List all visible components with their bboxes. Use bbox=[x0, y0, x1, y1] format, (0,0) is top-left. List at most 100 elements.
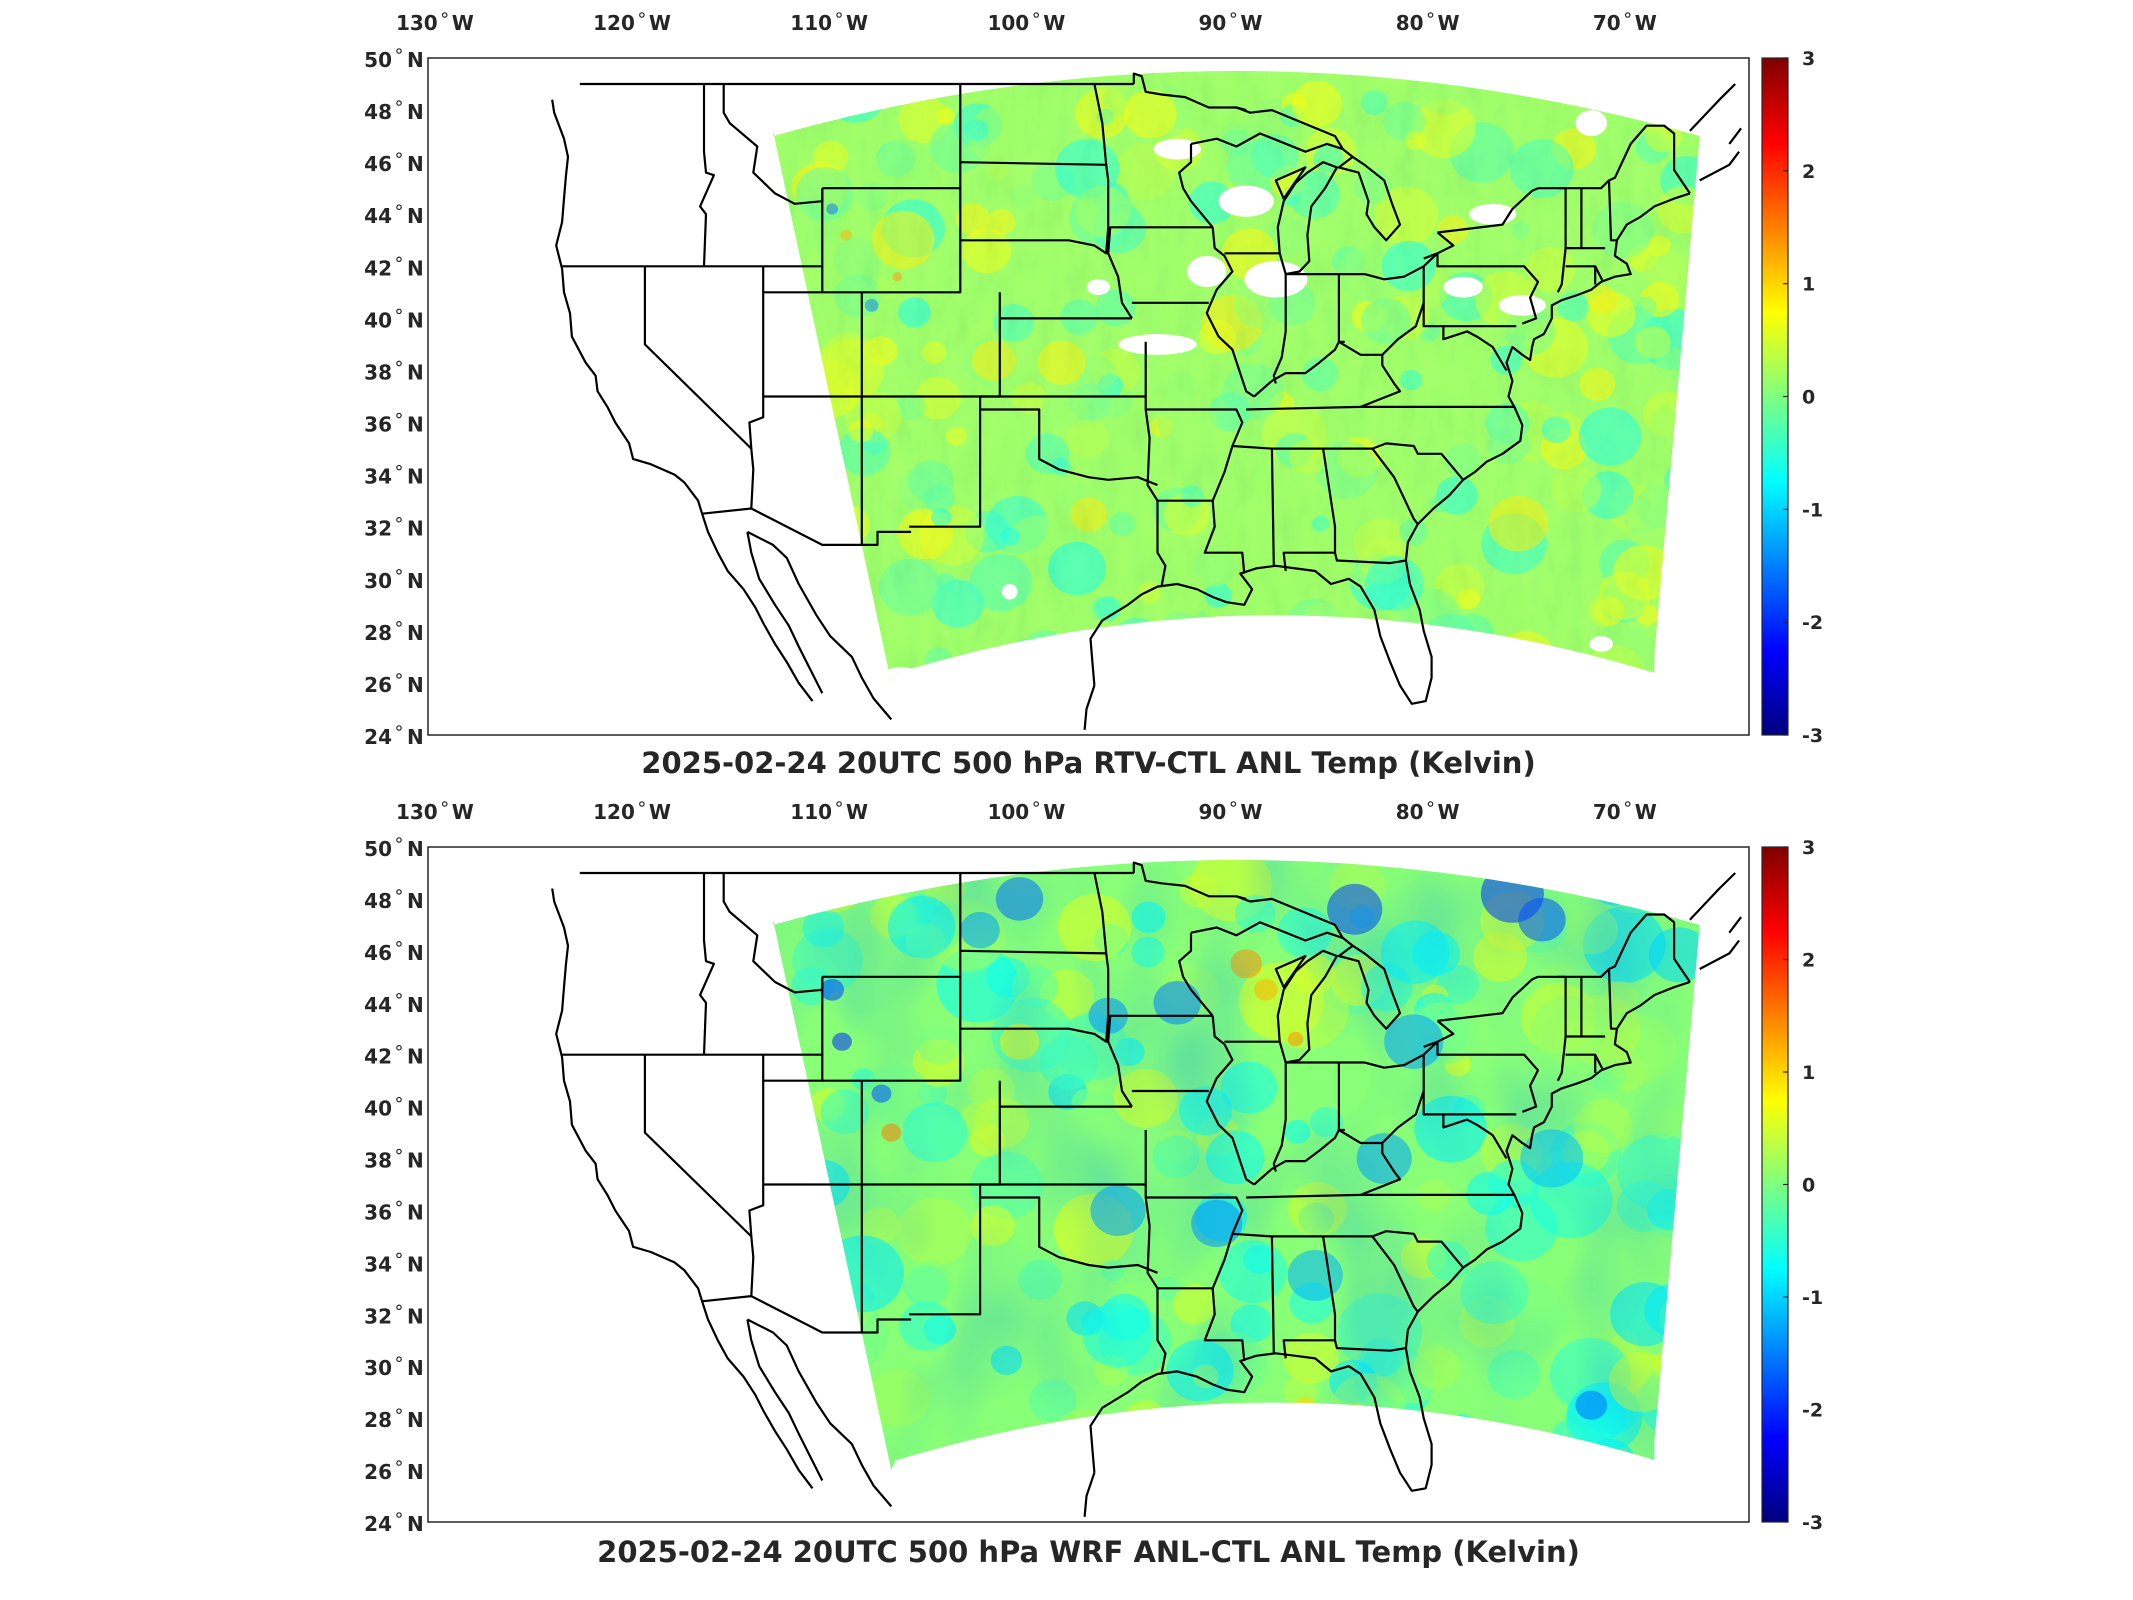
lat-tick-label: 32 bbox=[364, 517, 392, 541]
colorbar: 3 2 1 0 -1 -2 -3 bbox=[1761, 837, 1823, 1534]
colorbar-tick-label: -1 bbox=[1802, 499, 1823, 521]
coastline bbox=[746, 531, 824, 694]
lat-hemisphere: N bbox=[407, 100, 424, 124]
state-boundary bbox=[1437, 975, 1539, 1022]
lon-tick-label: 100 bbox=[987, 800, 1029, 824]
lat-tick-label: 50 bbox=[364, 48, 392, 72]
state-boundary bbox=[1437, 187, 1539, 234]
degree-symbol bbox=[396, 889, 402, 895]
lat-hemisphere: N bbox=[407, 1356, 424, 1380]
degree-symbol bbox=[639, 12, 645, 18]
state-boundary bbox=[1107, 226, 1213, 319]
state-boundary bbox=[750, 1295, 912, 1334]
missing-data-gap bbox=[1153, 138, 1201, 160]
degree-symbol bbox=[396, 673, 402, 679]
state-boundary bbox=[1132, 72, 1247, 112]
coastline bbox=[1699, 151, 1740, 182]
state-boundary bbox=[1107, 1014, 1213, 1108]
state-boundary bbox=[1178, 143, 1214, 229]
lon-hemisphere: W bbox=[649, 11, 671, 35]
missing-data-gap bbox=[1187, 255, 1227, 288]
degree-symbol bbox=[441, 12, 448, 18]
state-boundary bbox=[1422, 266, 1517, 328]
lat-tick-label: 28 bbox=[364, 1408, 392, 1432]
state-boundary bbox=[1270, 1236, 1275, 1354]
degree-symbol bbox=[396, 308, 402, 315]
lake-shore bbox=[1274, 954, 1307, 989]
degree-symbol bbox=[396, 152, 402, 158]
lat-hemisphere: N bbox=[407, 48, 424, 72]
lat-tick-label: 46 bbox=[364, 941, 392, 965]
state-boundary bbox=[1145, 1196, 1244, 1235]
lon-tick-label: 110 bbox=[790, 11, 832, 35]
degree-symbol bbox=[396, 1304, 402, 1311]
temperature-difference-field bbox=[773, 71, 1700, 683]
coastline bbox=[551, 99, 704, 515]
degree-symbol bbox=[836, 12, 842, 18]
state-boundary bbox=[909, 292, 1001, 528]
lon-hemisphere: W bbox=[846, 11, 868, 35]
lat-hemisphere: N bbox=[407, 204, 424, 228]
state-boundary bbox=[1607, 968, 1617, 1030]
lat-hemisphere: N bbox=[407, 1200, 424, 1224]
state-boundary bbox=[643, 266, 755, 515]
lat-hemisphere: N bbox=[407, 621, 424, 645]
state-boundary bbox=[1422, 1054, 1517, 1116]
degree-symbol bbox=[1624, 12, 1631, 18]
lat-hemisphere: N bbox=[407, 1512, 424, 1536]
state-boundary bbox=[1093, 872, 1110, 1042]
lat-tick-label: 32 bbox=[364, 1304, 392, 1328]
degree-symbol bbox=[396, 837, 402, 843]
missing-data-gap bbox=[1443, 276, 1483, 298]
state-boundary bbox=[1556, 188, 1567, 293]
degree-symbol bbox=[396, 1356, 402, 1363]
lat-tick-label: 30 bbox=[364, 1356, 392, 1380]
lon-tick-label: 120 bbox=[593, 800, 635, 824]
degree-symbol bbox=[1230, 801, 1237, 807]
panel-title: 2025-02-24 20UTC 500 hPa WRF ANL-CTL ANL… bbox=[597, 1535, 1580, 1569]
lat-hemisphere: N bbox=[407, 256, 424, 280]
lat-tick-label: 26 bbox=[364, 1460, 392, 1484]
coastline bbox=[551, 888, 704, 1302]
degree-symbol bbox=[396, 516, 402, 523]
degree-symbol bbox=[396, 1200, 402, 1207]
state-boundary bbox=[1211, 442, 1464, 502]
lat-hemisphere: N bbox=[407, 152, 424, 176]
state-boundary bbox=[722, 873, 824, 994]
degree-symbol bbox=[1427, 12, 1434, 18]
lake-shore bbox=[1274, 166, 1307, 200]
degree-symbol bbox=[396, 621, 402, 627]
state-boundary bbox=[1132, 861, 1247, 900]
lat-tick-label: 44 bbox=[364, 204, 392, 228]
lat-hemisphere: N bbox=[407, 993, 424, 1017]
boundaries bbox=[551, 861, 1742, 1517]
degree-symbol bbox=[1427, 801, 1434, 807]
lon-tick-label: 90 bbox=[1199, 11, 1227, 35]
coastline bbox=[701, 513, 814, 702]
colorbar: 3 2 1 0 -1 -2 -3 bbox=[1761, 48, 1823, 747]
state-boundary bbox=[699, 873, 715, 1055]
lat-hemisphere: N bbox=[407, 1149, 424, 1173]
lat-hemisphere: N bbox=[407, 1045, 424, 1069]
lon-tick-label: 70 bbox=[1593, 11, 1621, 35]
state-boundary bbox=[1246, 1128, 1402, 1199]
lat-tick-label: 26 bbox=[364, 673, 392, 697]
colorbar-tick-label: -2 bbox=[1802, 612, 1823, 634]
state-boundary bbox=[1442, 326, 1508, 372]
lat-hemisphere: N bbox=[407, 941, 424, 965]
lat-hemisphere: N bbox=[407, 1252, 424, 1276]
state-boundary bbox=[750, 507, 912, 546]
state-boundary bbox=[1423, 252, 1540, 325]
degree-symbol bbox=[1624, 801, 1631, 807]
lat-tick-label: 46 bbox=[364, 152, 392, 176]
state-boundary bbox=[1607, 180, 1617, 242]
state-boundary bbox=[1093, 83, 1110, 254]
state-boundary bbox=[1371, 447, 1419, 525]
degree-symbol bbox=[639, 801, 645, 807]
state-boundary bbox=[1205, 227, 1255, 398]
lat-hemisphere: N bbox=[407, 725, 424, 749]
lat-tick-label: 38 bbox=[364, 360, 392, 384]
state-boundary bbox=[1557, 124, 1691, 195]
state-boundary bbox=[909, 1080, 1001, 1316]
state-boundary bbox=[960, 161, 1107, 166]
